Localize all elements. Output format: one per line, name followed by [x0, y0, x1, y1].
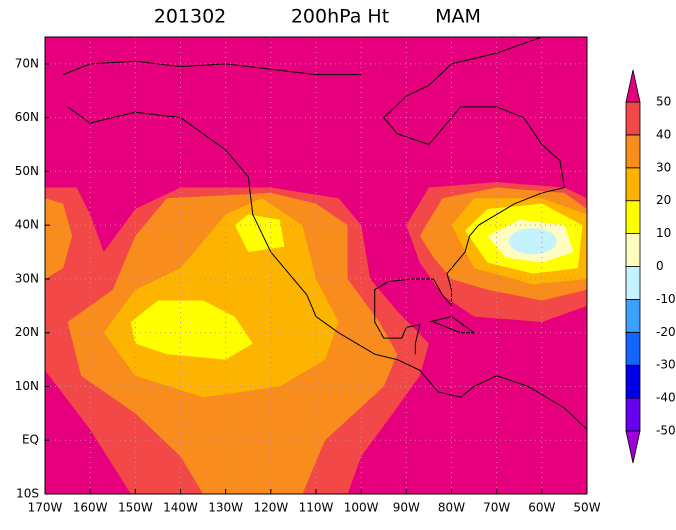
y-tick-label: EQ	[22, 433, 39, 447]
colorbar-box	[625, 397, 641, 432]
x-tick-label: 90W	[393, 501, 420, 515]
colorbar-label: 20	[656, 193, 671, 207]
colorbar-label: -30	[656, 358, 676, 372]
x-tick-label: 80W	[438, 501, 465, 515]
colorbar-box	[625, 298, 641, 333]
coastline	[62, 37, 587, 430]
x-tick-label: 120W	[253, 501, 288, 515]
x-tick-label: 170W	[28, 501, 63, 515]
contour-fill	[234, 214, 285, 253]
title-season: MAM	[435, 6, 481, 28]
plot-area	[45, 37, 587, 494]
x-tick-label: 160W	[73, 501, 108, 515]
y-tick-label: 70N	[15, 56, 39, 70]
y-tick-label: 60N	[15, 110, 39, 124]
colorbar-box	[625, 266, 641, 300]
y-tick-label: 20N	[15, 325, 39, 339]
colorbar-label: 0	[656, 259, 664, 273]
x-tick-label: 50W	[573, 501, 600, 515]
colorbar-box	[625, 331, 641, 366]
title-variable: 200hPa Ht	[291, 6, 389, 28]
contour-fill	[45, 198, 73, 279]
colorbar-box	[625, 134, 641, 169]
y-tick-label: 10N	[15, 379, 39, 393]
title-period: 201302	[154, 6, 227, 28]
x-tick-label: 100W	[344, 501, 379, 515]
colorbar-label: 10	[656, 226, 671, 240]
x-tick-label: 70W	[483, 501, 510, 515]
colorbar-box	[625, 233, 641, 267]
colorbar-label: 40	[656, 127, 671, 141]
x-tick-label: 130W	[208, 501, 243, 515]
x-tick-label: 150W	[118, 501, 153, 515]
colorbar-label: -50	[656, 424, 676, 438]
contour-fill	[130, 300, 253, 360]
colorbar-label: -40	[656, 391, 676, 405]
colorbar-box	[625, 200, 641, 234]
x-tick-label: 140W	[163, 501, 198, 515]
colorbar-label: 50	[656, 95, 671, 109]
colorbar-triangle	[625, 69, 641, 103]
x-tick-label: 60W	[528, 501, 555, 515]
y-tick-label: 30N	[15, 271, 39, 285]
colorbar-label: -20	[656, 325, 676, 339]
x-tick-label: 110W	[299, 501, 334, 515]
colorbar-box	[625, 364, 641, 399]
colorbar-triangle	[625, 430, 641, 464]
contour-fill	[508, 228, 557, 255]
y-tick-label: 40N	[15, 218, 39, 232]
colorbar-box	[625, 167, 641, 202]
colorbar-label: 30	[656, 160, 671, 174]
y-tick-label: 10S	[16, 487, 39, 501]
colorbar-box	[625, 101, 641, 136]
colorbar-label: -10	[656, 292, 676, 306]
y-tick-label: 50N	[15, 164, 39, 178]
colorbar: -50 -40 -30 -20 -10 0 10 20 30 40 50	[625, 69, 676, 464]
